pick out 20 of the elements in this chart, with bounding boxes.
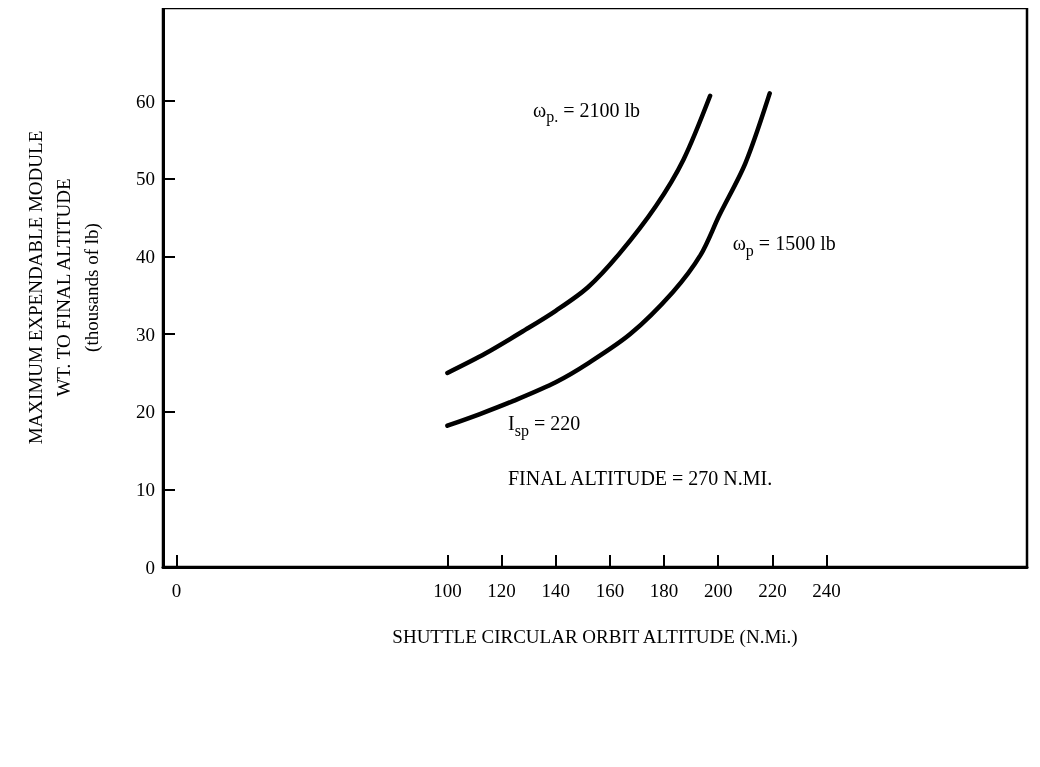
- y-tick-label: 60: [136, 90, 155, 112]
- y-axis-title: MAXIMUM EXPENDABLE MODULE WT. TO FINAL ALTITUDE (thousands of lb): [24, 130, 103, 445]
- x-tick-label: 100: [433, 580, 462, 601]
- y-tick-label: 20: [136, 401, 155, 423]
- x-tick-label: 160: [595, 580, 625, 601]
- line-series: [445, 93, 713, 376]
- x-tick-label: 200: [703, 580, 733, 601]
- y-tick-label: 10: [136, 478, 155, 500]
- y-tick-label: 0: [145, 556, 155, 578]
- x-tick-label: 140: [541, 580, 570, 601]
- annotation: FINAL ALTITUDE = 270 N.MI.: [508, 467, 773, 489]
- x-tick-label: 240: [812, 580, 841, 601]
- x-axis-title: SHUTTLE CIRCULAR ORBIT ALTITUDE (N.Mi.): [392, 626, 798, 648]
- y-tick-label: 40: [136, 245, 155, 267]
- y-tick-label: 50: [136, 168, 155, 190]
- x-tick-label: 120: [487, 580, 516, 601]
- x-tick-label: 180: [649, 580, 679, 601]
- x-tick-label: 0: [171, 580, 182, 601]
- x-tick-label: 220: [758, 580, 787, 601]
- y-tick-label: 30: [136, 323, 155, 345]
